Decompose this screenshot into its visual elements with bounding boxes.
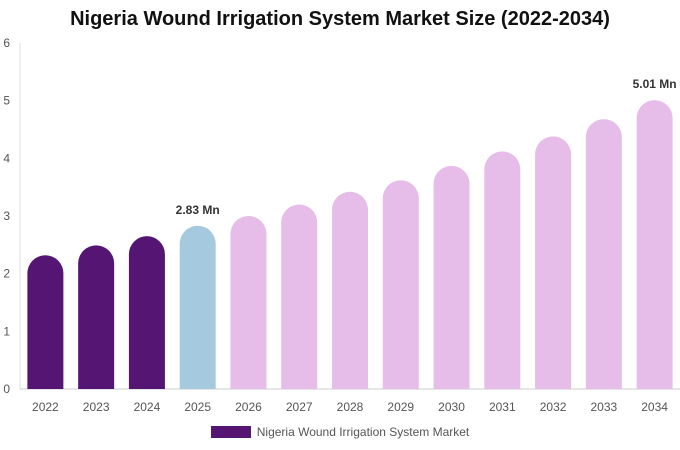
x-tick-label: 2034 bbox=[641, 400, 668, 414]
bar bbox=[585, 119, 622, 389]
bar bbox=[636, 100, 673, 389]
x-tick-label: 2025 bbox=[184, 400, 211, 414]
y-tick-label: 2 bbox=[3, 267, 10, 281]
chart-title: Nigeria Wound Irrigation System Market S… bbox=[70, 8, 610, 30]
x-tick-label: 2027 bbox=[286, 400, 313, 414]
y-tick-label: 0 bbox=[3, 382, 10, 396]
y-tick-label: 6 bbox=[3, 36, 10, 50]
x-tick-label: 2033 bbox=[590, 400, 617, 414]
x-tick-label: 2022 bbox=[32, 400, 59, 414]
bar bbox=[78, 245, 115, 389]
bar bbox=[433, 165, 470, 389]
y-tick-label: 4 bbox=[3, 151, 10, 165]
data-label: 2.83 Mn bbox=[176, 203, 220, 217]
bar bbox=[179, 225, 216, 389]
x-tick-label: 2029 bbox=[387, 400, 414, 414]
bar bbox=[484, 151, 521, 389]
x-tick-label: 2030 bbox=[438, 400, 465, 414]
x-tick-label: 2024 bbox=[134, 400, 161, 414]
bar bbox=[27, 255, 64, 389]
bar bbox=[281, 204, 318, 389]
x-tick-label: 2023 bbox=[83, 400, 110, 414]
y-tick-label: 3 bbox=[3, 209, 10, 223]
y-tick-label: 1 bbox=[3, 324, 10, 338]
bar bbox=[535, 136, 572, 389]
bar bbox=[332, 191, 368, 389]
legend-label: Nigeria Wound Irrigation System Market bbox=[256, 425, 470, 439]
legend: Nigeria Wound Irrigation System Market bbox=[0, 425, 680, 439]
legend-swatch bbox=[210, 426, 251, 438]
y-tick-label: 5 bbox=[3, 94, 10, 108]
x-tick-label: 2031 bbox=[489, 400, 516, 414]
bar bbox=[230, 216, 267, 389]
data-label: 5.01 Mn bbox=[633, 77, 677, 91]
x-tick-label: 2028 bbox=[337, 400, 364, 414]
x-tick-label: 2032 bbox=[540, 400, 567, 414]
bar bbox=[382, 180, 419, 389]
x-tick-label: 2026 bbox=[235, 400, 262, 414]
bar bbox=[128, 236, 165, 389]
